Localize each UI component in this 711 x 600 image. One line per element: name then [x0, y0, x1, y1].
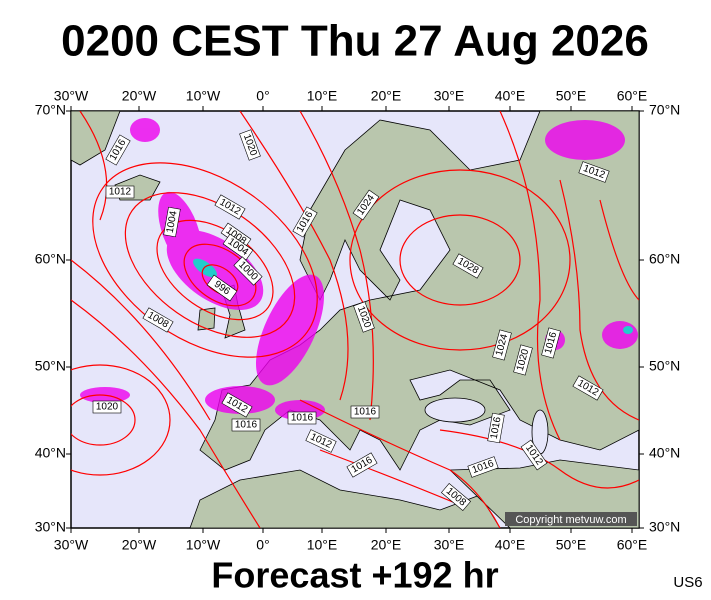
longitude-label: 30°E [434, 537, 465, 553]
isobar-label-box [214, 194, 246, 220]
isobar-label-box [163, 206, 181, 238]
map-area: Copyright metvuw.com [70, 110, 640, 529]
longitude-label: 50°E [556, 537, 587, 553]
longitude-label: 30°E [434, 88, 465, 104]
longitude-label: 60°E [617, 88, 648, 104]
copyright: Copyright metvuw.com [515, 514, 626, 526]
longitude-label: 10°W [186, 88, 221, 104]
black-sea [424, 397, 486, 423]
isobar-label-box [233, 256, 263, 286]
isobar-label-box [487, 412, 505, 444]
isobar-label: 1016 [487, 412, 505, 444]
longitude-label: 30°W [54, 88, 89, 104]
isobar-label-box [541, 327, 561, 359]
isobar-label-box [292, 206, 318, 238]
isobar-label-text: 1016 [235, 420, 258, 431]
longitude-label: 40°E [495, 88, 526, 104]
isobar-label-text: 1016 [354, 407, 377, 418]
latitude-label: 70°N [649, 102, 680, 118]
isobar-label: 1016 [231, 418, 261, 432]
longitude-label: 10°W [186, 537, 221, 553]
isobar-label-box [231, 418, 261, 432]
isobar-label: 1016 [541, 327, 561, 359]
isobar-label-text: 1020 [96, 402, 119, 413]
isobar-label: 1016 [287, 411, 317, 425]
isobar-label-box [287, 411, 317, 425]
longitude-label: 30°W [54, 537, 89, 553]
isobar-label-box [350, 405, 380, 419]
isobar-label-box [467, 456, 499, 478]
isobar-label-box [92, 400, 122, 414]
isobar-label-box [239, 129, 261, 161]
longitude-label: 0° [256, 88, 269, 104]
latitude-label: 40°N [35, 445, 66, 461]
isobar-label: 1020 [92, 400, 122, 414]
isobar-label-box [452, 253, 484, 279]
isobar-label-box [221, 392, 253, 418]
longitude-label: 20°E [371, 537, 402, 553]
isobar-label-text: 1012 [109, 187, 132, 198]
latitude-label: 40°N [649, 445, 680, 461]
isobar-label-box [578, 161, 610, 183]
copyright-box [505, 512, 637, 526]
isobar-label-box [105, 185, 135, 199]
title: 0200 CEST Thu 27 Aug 2026 [61, 17, 649, 66]
isobar-label-text: 1016 [489, 416, 504, 440]
isobar-label-text: 1016 [291, 413, 314, 424]
longitude-label: 20°W [122, 537, 157, 553]
precipitation-core [193, 258, 633, 334]
latitude-label: 50°N [35, 358, 66, 374]
isobar-label: 1020 [513, 344, 533, 376]
isobar-label-box [353, 301, 375, 333]
latitude-label: 50°N [649, 358, 680, 374]
land [449, 459, 639, 528]
latitude-label: 60°N [649, 251, 680, 267]
isobar-label: 1004 [163, 206, 181, 238]
isobar-label-box [142, 307, 174, 333]
forecast-label: Forecast +192 hr [211, 555, 498, 596]
isobar-label-box [206, 274, 238, 302]
isobar-label: 1024 [492, 329, 512, 361]
longitude-label: 60°E [617, 537, 648, 553]
latitude-label: 30°N [649, 519, 680, 535]
isobar-label-box [222, 233, 254, 261]
latitude-label: 30°N [35, 519, 66, 535]
latitude-label: 70°N [35, 102, 66, 118]
longitude-label: 20°W [122, 88, 157, 104]
model-code: US6 [673, 574, 702, 591]
isobar-label-box [105, 134, 131, 166]
longitude-label: 20°E [371, 88, 402, 104]
longitude-label: 0° [256, 537, 269, 553]
isobar-label-box [440, 482, 472, 512]
isobar-label-box [572, 375, 604, 401]
isobar-label-box [492, 329, 512, 361]
isobar-label-box [346, 452, 378, 478]
isobar-label-box [305, 429, 337, 453]
longitude-label: 50°E [556, 88, 587, 104]
latitude-label: 60°N [35, 251, 66, 267]
isobar-label-box [520, 439, 548, 471]
isobar-label-box [513, 344, 533, 376]
longitude-label: 10°E [307, 88, 338, 104]
longitude-label: 40°E [495, 537, 526, 553]
isobar-label-box [352, 189, 380, 221]
isobar-label: 1012 [105, 185, 135, 199]
isobar-label: 1016 [350, 405, 380, 419]
isobar-label-text: 1004 [165, 210, 180, 234]
longitude-label: 10°E [307, 537, 338, 553]
